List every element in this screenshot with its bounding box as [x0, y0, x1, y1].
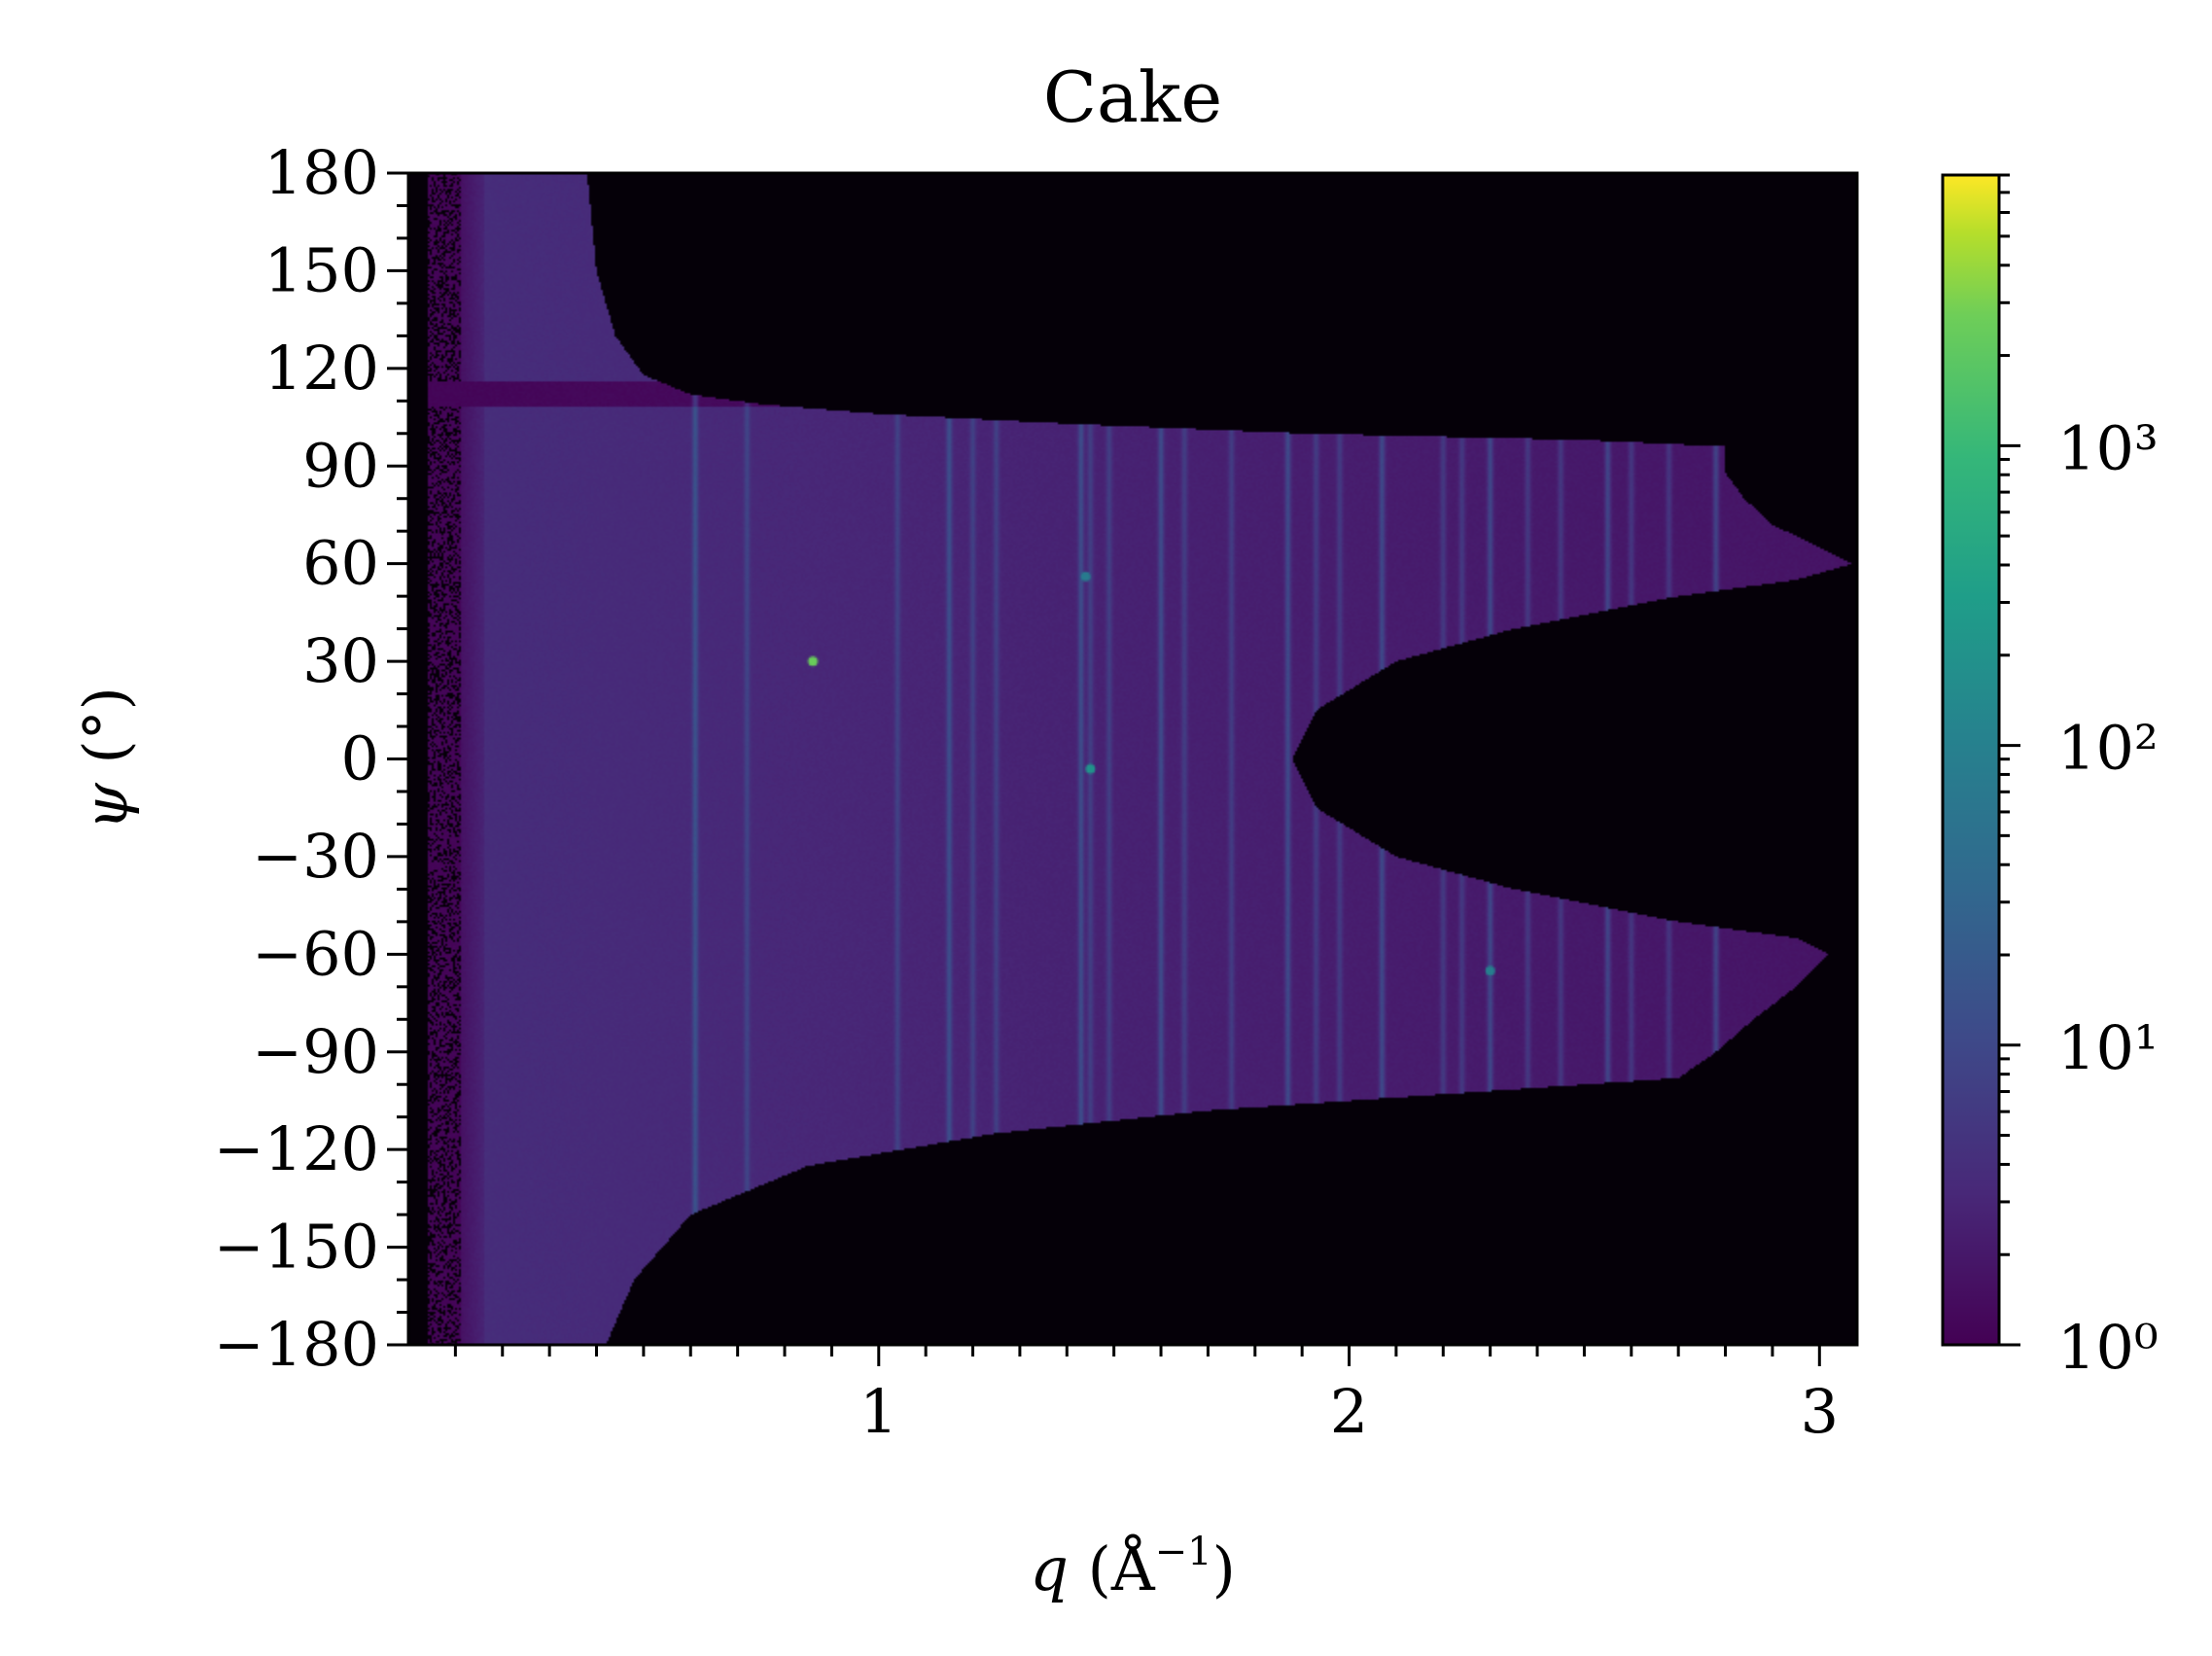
- chart-title: Cake: [1043, 56, 1222, 138]
- y-tick-label: 0: [341, 723, 379, 794]
- x-axis: 1 2 3: [453, 1345, 1839, 1447]
- y-tick-label: 90: [302, 430, 379, 501]
- x-tick-label: 2: [1330, 1376, 1368, 1447]
- y-tick-label: 30: [302, 625, 379, 696]
- y-tick-label: 150: [264, 234, 379, 305]
- colorbar-tick-label: 10¹: [2057, 1012, 2159, 1083]
- colorbar: 10⁰ 10¹ 10² 10³: [1941, 173, 2159, 1383]
- y-tick-label: 180: [264, 137, 379, 208]
- colorbar-tick-label: 10³: [2057, 412, 2159, 483]
- heatmap-image: [408, 173, 1857, 1345]
- y-tick-label: −30: [252, 821, 379, 892]
- heatmap-area: [406, 171, 1859, 1347]
- y-axis-label: ψ (°): [70, 687, 141, 830]
- x-axis-label: q (Å−1): [1030, 1530, 1236, 1604]
- y-tick-label: 60: [302, 528, 379, 599]
- y-tick-label: −60: [252, 918, 379, 989]
- colorbar-tick-label: 10⁰: [2057, 1312, 2159, 1383]
- colorbar-gradient: [1941, 173, 2001, 1347]
- y-tick-label: −150: [214, 1212, 379, 1283]
- y-tick-label: −120: [214, 1113, 379, 1184]
- y-tick-label: −90: [252, 1016, 379, 1087]
- y-tick-label: −180: [214, 1309, 379, 1380]
- colorbar-ticks: 10⁰ 10¹ 10² 10³: [1999, 173, 2159, 1383]
- y-tick-label: 120: [264, 333, 379, 404]
- x-tick-label: 3: [1801, 1376, 1839, 1447]
- y-axis: 180 150 120 90 60 30 0 −30 −60 −90 −120 −150 −180: [214, 137, 408, 1380]
- x-tick-label: 1: [860, 1376, 897, 1447]
- colorbar-tick-label: 10²: [2057, 713, 2159, 784]
